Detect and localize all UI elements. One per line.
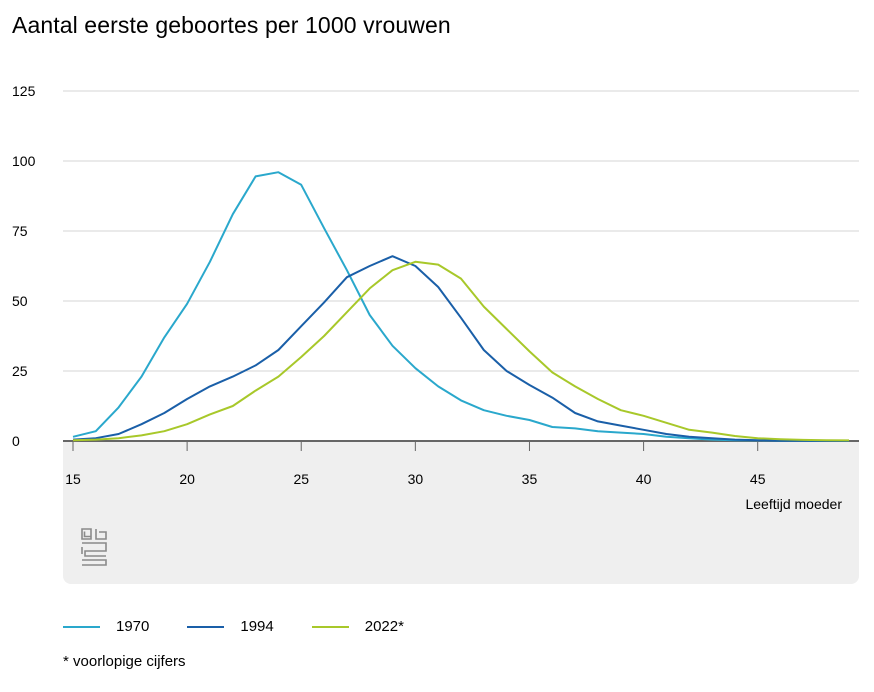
cbs-logo-icon xyxy=(81,528,107,566)
legend-swatch-1994 xyxy=(187,625,225,628)
y-tick-label: 125 xyxy=(12,83,36,99)
y-tick-label: 25 xyxy=(12,363,28,379)
series-line-1970[interactable] xyxy=(72,171,849,442)
x-tick-label: 25 xyxy=(293,471,309,487)
series-line-2022[interactable] xyxy=(72,260,850,442)
x-axis-label: Leeftijd moeder xyxy=(745,496,842,512)
x-tick-label: 15 xyxy=(65,471,81,487)
y-axis-ticks: 0 25 50 75 100 125 xyxy=(12,83,36,449)
legend-label-1994: 1994 xyxy=(240,618,274,635)
y-tick-label: 50 xyxy=(12,293,28,309)
y-tick-label: 0 xyxy=(12,433,20,449)
legend-item-2022[interactable]: 2022* xyxy=(311,618,404,635)
grid-lines xyxy=(63,90,859,442)
x-tick-label: 40 xyxy=(636,471,652,487)
legend-item-1994[interactable]: 1994 xyxy=(187,618,274,635)
legend-label-1970: 1970 xyxy=(116,618,150,635)
chart-title: Aantal eerste geboortes per 1000 vrouwen xyxy=(12,12,451,38)
series-line-1994[interactable] xyxy=(72,255,849,442)
y-tick-label: 100 xyxy=(12,153,36,169)
x-tick-label: 30 xyxy=(408,471,424,487)
legend-item-1970[interactable]: 1970 xyxy=(63,618,149,635)
x-tick-label: 35 xyxy=(522,471,538,487)
footnote: * voorlopige cijfers xyxy=(63,653,186,670)
chart-legend: 1970 1994 2022* xyxy=(63,618,442,635)
legend-swatch-2022 xyxy=(311,625,349,628)
legend-swatch-1970 xyxy=(63,625,100,628)
legend-label-2022: 2022* xyxy=(364,618,404,635)
y-tick-label: 75 xyxy=(12,223,28,239)
series-lines xyxy=(72,171,850,442)
x-tick-label: 45 xyxy=(750,471,766,487)
x-axis-ticks: 15 20 25 30 35 40 45 xyxy=(65,442,766,487)
x-tick-label: 20 xyxy=(179,471,195,487)
chart-x-axis-panel xyxy=(63,442,859,584)
